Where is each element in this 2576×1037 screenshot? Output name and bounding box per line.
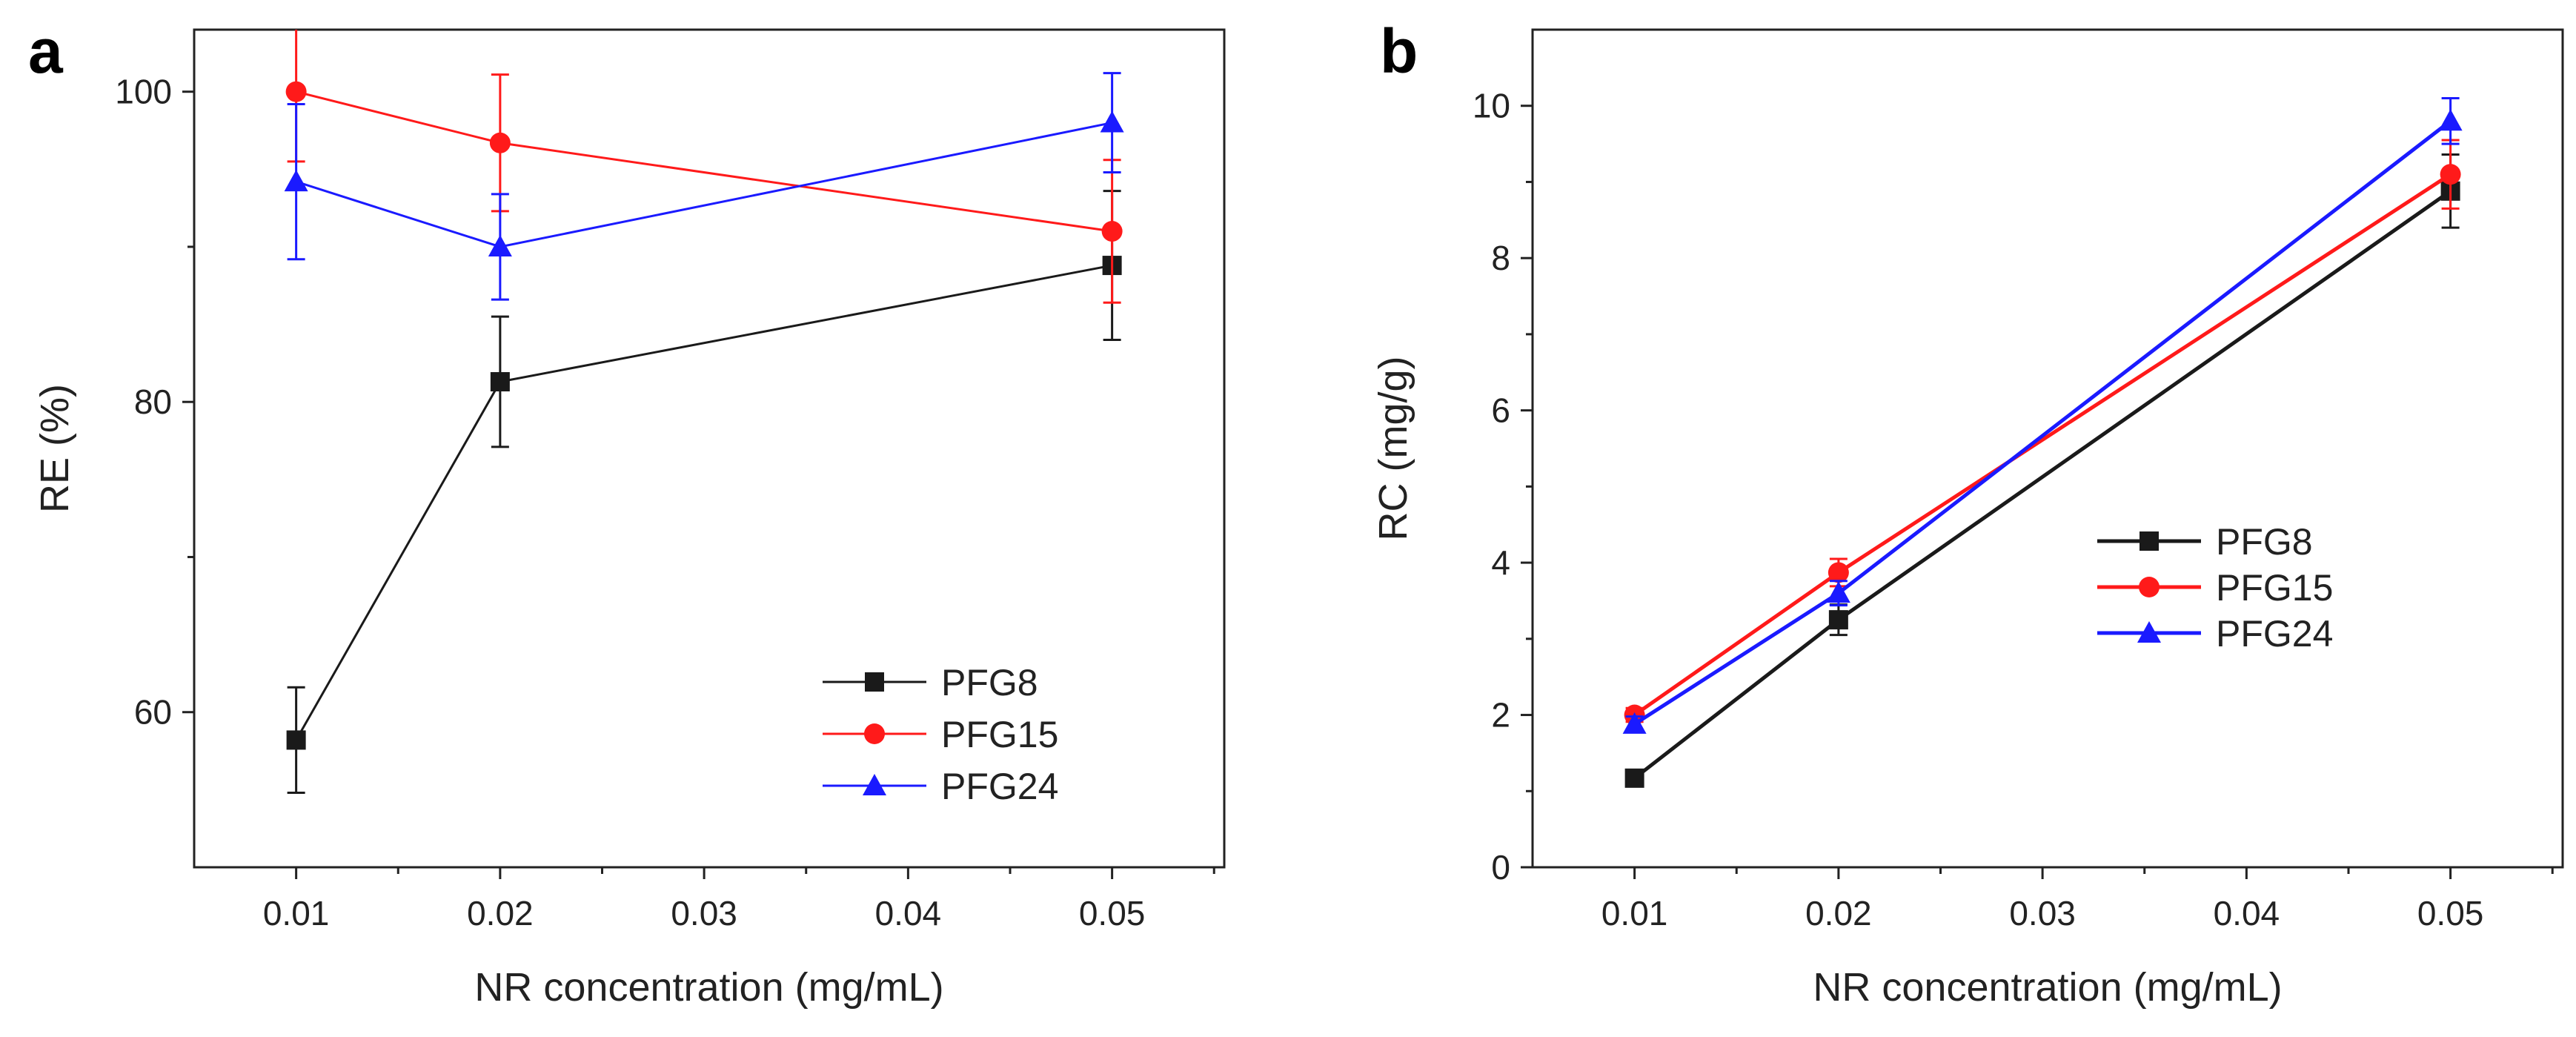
panel-b-plot-frame	[1531, 28, 2564, 869]
panel-a-x-tick-label: 0.02	[467, 894, 534, 932]
panel-a-legend-item-pfg15: PFG15	[823, 714, 1058, 755]
panel-a: a 0.01 0.02 0.03 0.04 0.05 60 80 100 NR concent…	[28, 16, 1226, 1010]
panel-b-ticks: 0.01 0.02 0.03 0.04 0.05 0 2 4 6 8 10	[1473, 87, 2554, 932]
panel-b-pfg24-point	[1622, 712, 1647, 734]
panel-a-x-tick-label: 0.05	[1079, 894, 1146, 932]
panel-b-x-tick-label: 0.05	[2417, 894, 2484, 932]
panel-b-y-tick-label: 8	[1491, 239, 1510, 277]
panel-a-pfg24-point	[1100, 110, 1124, 133]
panel-a-legend-label: PFG15	[941, 714, 1058, 755]
panel-b-pfg24-point	[2438, 109, 2463, 131]
panel-b-y-tick-label: 0	[1491, 848, 1510, 887]
panel-a-legend-item-pfg24: PFG24	[823, 766, 1058, 807]
panel-a-x-tick-label: 0.01	[263, 894, 330, 932]
panel-b-series	[1622, 96, 2463, 788]
panel-a-legend-marker	[864, 723, 885, 744]
panel-b-legend-marker	[2139, 577, 2160, 597]
panel-a-y-tick-label: 60	[134, 693, 172, 732]
panel-a-legend-label: PFG8	[941, 662, 1038, 703]
panel-b-x-tick-label: 0.02	[1805, 894, 1872, 932]
panel-a-y-tick-label: 100	[115, 73, 172, 111]
panel-a-legend-label: PFG24	[941, 766, 1058, 807]
panel-b-x-tick-label: 0.03	[2009, 894, 2076, 932]
panel-b: b 0.01 0.02 0.03 0.04 0.05 0 2 4 6 8 10 NR concent…	[1371, 16, 2564, 1010]
panel-a-pfg8-point	[286, 730, 306, 750]
panel-b-legend-marker	[2137, 621, 2161, 643]
panel-a-ticks: 0.01 0.02 0.03 0.04 0.05 60 80 100	[115, 73, 1215, 932]
panel-a-plot-frame	[193, 28, 1226, 869]
panel-b-legend-label: PFG24	[2216, 613, 2333, 655]
panel-b-pfg15-point	[2440, 164, 2461, 185]
panel-b-y-tick-label: 4	[1491, 543, 1510, 582]
panel-b-x-axis-title: NR concentration (mg/mL)	[1813, 965, 2282, 1010]
panel-b-y-tick-label: 6	[1491, 391, 1510, 430]
panel-a-pfg8-point	[490, 372, 510, 392]
panel-a-legend: PFG8 PFG15 PFG24	[823, 662, 1058, 807]
panel-b-legend-item-pfg15: PFG15	[2097, 567, 2333, 609]
panel-b-x-tick-label: 0.01	[1601, 894, 1668, 932]
panel-a-pfg15-point	[285, 81, 307, 102]
panel-a-pfg15-point	[489, 132, 511, 153]
panel-a-series-pfg24	[284, 72, 1124, 301]
panel-a-pfg15-line	[296, 90, 1112, 233]
panel-b-y-tick-label: 2	[1491, 696, 1510, 735]
panel-a-letter: a	[28, 16, 64, 86]
panel-b-y-tick-label: 10	[1473, 87, 1510, 125]
panel-a-x-tick-label: 0.03	[671, 894, 737, 932]
panel-b-pfg8-point	[1828, 610, 1848, 630]
panel-b-series-pfg24	[1622, 96, 2463, 734]
panel-a-pfg15-point	[1101, 221, 1123, 242]
panel-b-legend-label: PFG8	[2216, 521, 2313, 563]
panel-a-pfg24-point	[488, 234, 512, 256]
panel-b-legend-item-pfg24: PFG24	[2097, 613, 2333, 655]
panel-b-legend-label: PFG15	[2216, 567, 2333, 609]
panel-b-letter: b	[1380, 16, 1418, 86]
panel-a-y-tick-label: 80	[134, 382, 172, 421]
panel-a-legend-marker	[865, 672, 884, 692]
panel-a-legend-marker	[863, 774, 886, 795]
panel-a-series-pfg15	[285, 30, 1123, 304]
panel-b-pfg15-point	[1828, 562, 1849, 583]
panel-b-pfg24-point	[1826, 581, 1850, 603]
panel-a-x-tick-label: 0.04	[875, 894, 942, 932]
panel-a-x-axis-title: NR concentration (mg/mL)	[474, 965, 943, 1010]
panel-b-pfg8-point	[1624, 768, 1644, 788]
panel-b-pfg8-line	[1633, 189, 2452, 780]
panel-b-legend-item-pfg8: PFG8	[2097, 521, 2313, 563]
panel-b-series-pfg15	[1624, 139, 2461, 726]
panel-a-pfg24-line	[296, 122, 1112, 248]
panel-b-x-tick-label: 0.04	[2214, 894, 2280, 932]
panel-a-y-axis-title: RE (%)	[33, 384, 77, 513]
panel-a-legend-item-pfg8: PFG8	[823, 662, 1038, 703]
panel-a-series	[284, 30, 1124, 795]
panel-a-pfg24-point	[284, 170, 308, 192]
panel-b-legend-marker	[2140, 531, 2159, 551]
panel-b-y-axis-title: RC (mg/g)	[1371, 356, 1415, 540]
